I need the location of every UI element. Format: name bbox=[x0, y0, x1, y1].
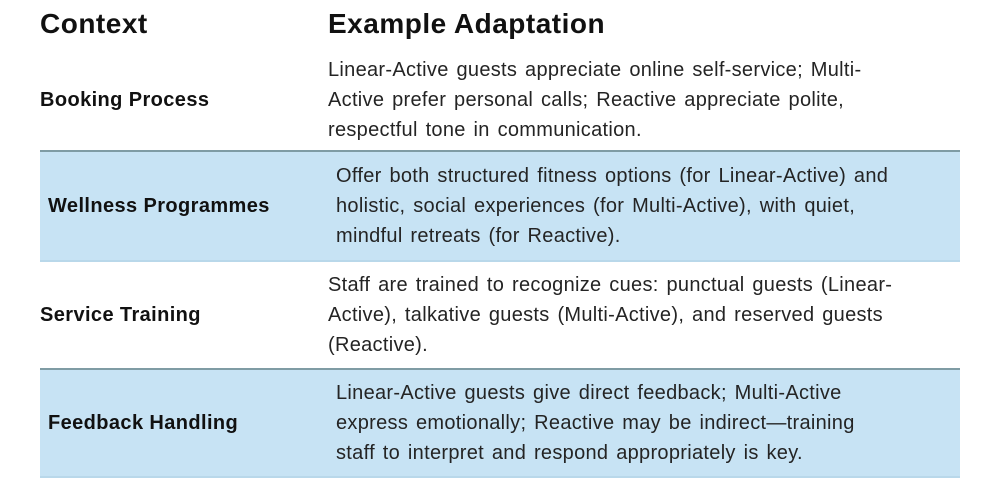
table-row-booking-process: Booking Process Linear-Active guests app… bbox=[40, 50, 960, 150]
column-header-context: Context bbox=[40, 8, 148, 39]
table-row-wellness-programmes: Wellness Programmes Offer both structure… bbox=[40, 150, 960, 262]
table-header-row: Context Example Adaptation bbox=[40, 0, 960, 50]
column-header-example-adaptation: Example Adaptation bbox=[328, 8, 606, 39]
context-label: Feedback Handling bbox=[48, 411, 239, 434]
adaptation-text: Linear-Active guests appreciate online s… bbox=[328, 59, 862, 141]
context-adaptation-table: Context Example Adaptation Booking Proce… bbox=[40, 0, 960, 478]
table-row-service-training: Service Training Staff are trained to re… bbox=[40, 262, 960, 368]
context-label: Wellness Programmes bbox=[48, 194, 270, 217]
context-label: Booking Process bbox=[40, 88, 210, 111]
adaptation-text: Staff are trained to recognize cues: pun… bbox=[328, 274, 893, 356]
adaptation-text: Linear-Active guests give direct feedbac… bbox=[336, 382, 855, 464]
adaptation-text: Offer both structured fitness options (f… bbox=[336, 165, 889, 247]
context-label: Service Training bbox=[40, 303, 201, 326]
table-row-feedback-handling: Feedback Handling Linear-Active guests g… bbox=[40, 368, 960, 478]
